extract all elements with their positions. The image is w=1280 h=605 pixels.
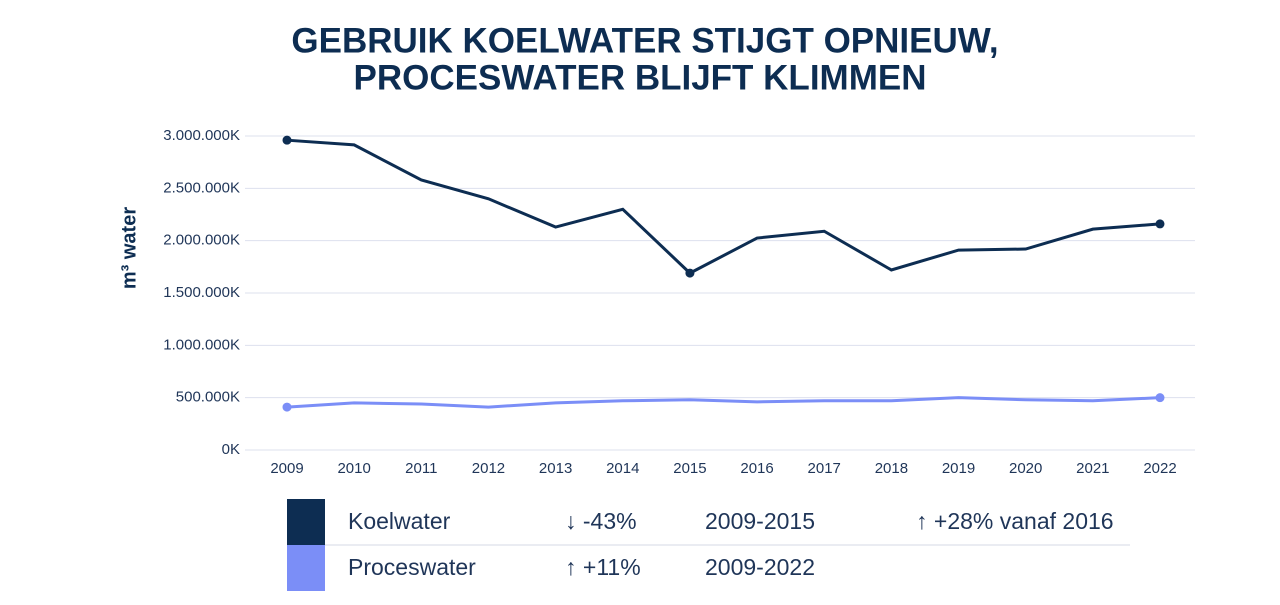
series-line [286, 396, 1161, 409]
legend-note: ↑ +28% vanaf 2016 [916, 508, 1114, 534]
x-tick-label: 2016 [740, 460, 773, 477]
x-tick-label: 2017 [808, 460, 841, 477]
y-tick-label: 3.000.000K [163, 127, 240, 144]
x-tick-label: 2015 [673, 460, 706, 477]
x-tick-label: 2013 [539, 460, 572, 477]
x-tick-label: 2021 [1076, 460, 1109, 477]
legend-swatch [287, 545, 325, 591]
x-tick-label: 2022 [1143, 460, 1176, 477]
x-tick-label: 2010 [337, 460, 370, 477]
series-line [286, 138, 1161, 275]
legend-label: Koelwater [348, 508, 451, 534]
y-tick-label: 500.000K [176, 389, 240, 406]
y-tick-label: 0K [222, 441, 240, 458]
y-tick-label: 2.000.000K [163, 232, 240, 249]
x-tick-label: 2011 [405, 460, 437, 477]
point-marker [282, 402, 292, 412]
x-tick-label: 2012 [472, 460, 505, 477]
x-tick-label: 2018 [875, 460, 908, 477]
point-marker [1155, 393, 1165, 403]
x-tick-label: 2020 [1009, 460, 1042, 477]
legend-change: ↑ +11% [565, 554, 641, 580]
chart-title: PROCESWATER BLIJFT KLIMMEN [354, 58, 927, 97]
point-marker [685, 268, 695, 278]
x-tick-label: 2009 [270, 460, 303, 477]
legend-label: Proceswater [348, 554, 476, 580]
y-tick-label: 1.000.000K [163, 336, 240, 353]
y-axis-label: m³ water [118, 207, 140, 289]
point-marker [282, 135, 292, 145]
y-tick-label: 1.500.000K [163, 284, 240, 301]
legend-change: ↓ -43% [565, 508, 637, 534]
legend-period: 2009-2022 [705, 554, 815, 580]
x-tick-label: 2014 [606, 460, 639, 477]
point-marker [1155, 219, 1165, 229]
y-tick-label: 2.500.000K [163, 179, 240, 196]
chart-title: GEBRUIK KOELWATER STIJGT OPNIEUW, [291, 21, 998, 60]
x-tick-label: 2019 [942, 460, 975, 477]
legend-period: 2009-2015 [705, 508, 815, 534]
legend-swatch [287, 499, 325, 545]
